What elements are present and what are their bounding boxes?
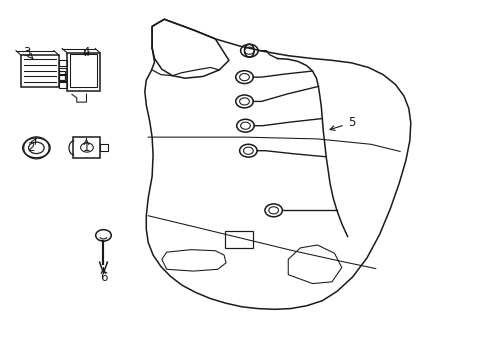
Bar (73, 137, 100, 158)
Text: 5: 5 (329, 116, 354, 130)
Bar (67, 53, 100, 91)
Bar (100, 144, 108, 151)
Bar (59, 82, 67, 88)
Bar (224, 231, 253, 248)
Bar (70, 54, 97, 87)
Text: 6: 6 (100, 268, 107, 284)
Text: 2: 2 (27, 139, 36, 154)
Bar (59, 75, 67, 81)
Text: 3: 3 (23, 46, 33, 59)
Bar (59, 60, 67, 66)
Bar (59, 68, 67, 73)
Bar (59, 71, 64, 80)
Text: 4: 4 (82, 46, 90, 59)
Text: 1: 1 (82, 139, 90, 154)
Bar (21, 55, 59, 87)
